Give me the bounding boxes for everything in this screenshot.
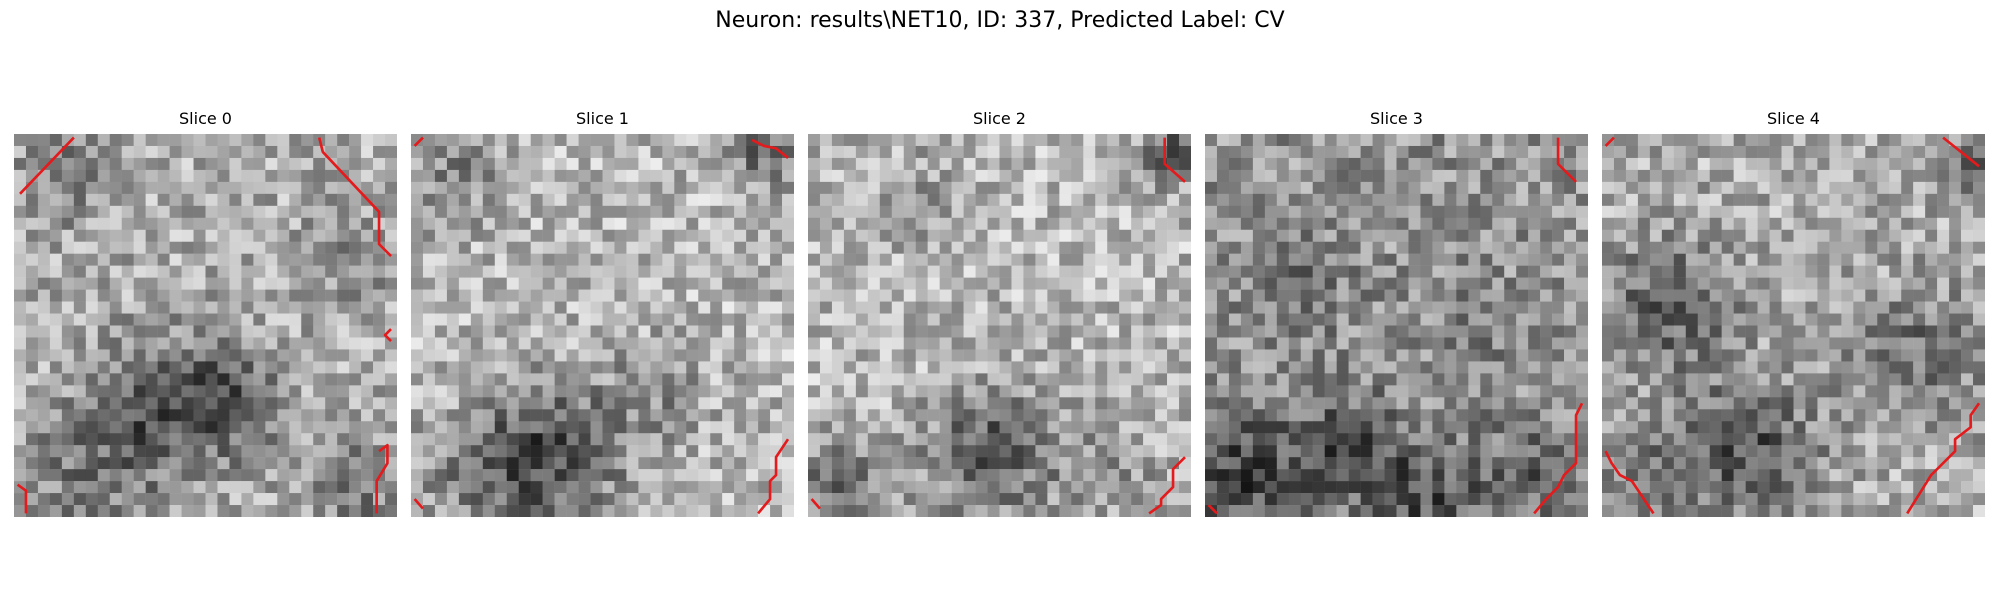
slice-title: Slice 1 xyxy=(576,109,629,128)
contour-trace xyxy=(1163,137,1186,183)
contour-trace xyxy=(810,498,821,510)
contour-trace xyxy=(413,136,424,147)
slice-image xyxy=(1602,134,1985,517)
contour-trace xyxy=(1533,402,1584,515)
slice-image xyxy=(808,134,1191,517)
slice-title: Slice 4 xyxy=(1767,109,1820,128)
slice-panel-3: Slice 3 xyxy=(1205,108,1588,517)
slice-panel-2: Slice 2 xyxy=(808,108,1191,517)
contour-trace xyxy=(413,498,424,510)
slice-title: Slice 2 xyxy=(973,109,1026,128)
slice-panel-1: Slice 1 xyxy=(411,108,794,517)
contour-trace xyxy=(757,438,790,515)
contour-trace xyxy=(1604,450,1655,515)
contour-trace xyxy=(1906,402,1981,515)
slice-panel-4: Slice 4 xyxy=(1602,108,1985,517)
contour-trace xyxy=(16,483,28,514)
contour-trace xyxy=(383,328,392,342)
contour-trace xyxy=(751,138,789,159)
figure-title: Neuron: results\NET10, ID: 337, Predicte… xyxy=(715,8,1285,33)
slice-image xyxy=(1205,134,1588,517)
contour-trace xyxy=(1556,137,1577,183)
contour-trace xyxy=(19,136,75,195)
contour-trace xyxy=(1604,136,1615,147)
slice-image xyxy=(14,134,397,517)
contour-trace xyxy=(1148,456,1186,515)
contour-trace xyxy=(317,137,392,258)
contour-trace xyxy=(1207,504,1218,515)
contour-trace xyxy=(1942,136,1980,168)
contour-trace xyxy=(375,443,389,514)
slice-title: Slice 3 xyxy=(1370,109,1423,128)
slice-image xyxy=(411,134,794,517)
slice-title: Slice 0 xyxy=(179,109,232,128)
slice-panel-0: Slice 0 xyxy=(14,108,397,517)
